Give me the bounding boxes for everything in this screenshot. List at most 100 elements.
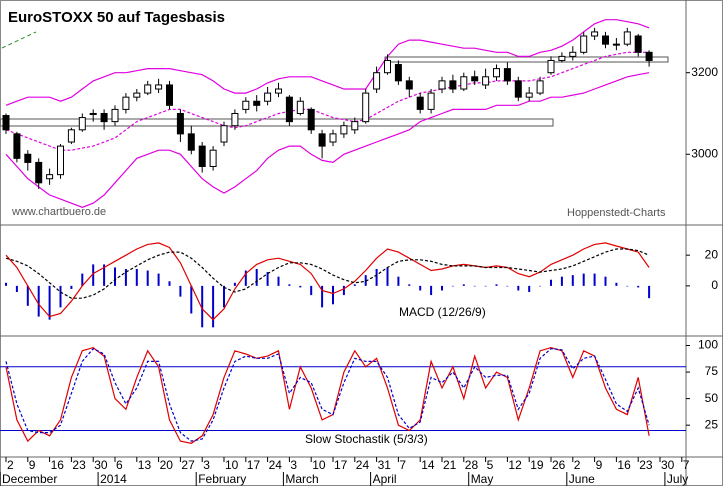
histogram-bar: [146, 270, 149, 286]
x-tick-label: 6: [116, 458, 123, 472]
histogram-bar: [495, 284, 498, 286]
candle-body: [46, 174, 54, 180]
histogram-bar: [637, 285, 640, 288]
histogram-bar: [266, 272, 269, 286]
x-tick-label: 2: [7, 458, 14, 472]
macd-line: [5, 248, 650, 299]
candle-body: [209, 149, 217, 167]
x-tick-label: 21: [443, 458, 457, 472]
candle-body: [427, 92, 435, 110]
candle-body: [89, 112, 97, 115]
histogram-bar: [124, 268, 127, 286]
candle-body: [351, 121, 359, 131]
x-tick-label: 27: [181, 458, 195, 472]
x-tick-label: 24: [269, 458, 283, 472]
y-tick-label: 20: [705, 247, 719, 261]
histogram-bar: [604, 276, 607, 286]
candle-body: [405, 80, 413, 90]
x-tick-label: 14: [421, 458, 435, 472]
x-tick-label: 17: [334, 458, 348, 472]
candle-body: [307, 108, 315, 131]
x-tick-label: 10: [312, 458, 326, 472]
histogram-bar: [81, 273, 84, 286]
candle-body: [78, 117, 86, 131]
x-tick-label: 26: [552, 458, 566, 472]
histogram-bar: [484, 285, 487, 287]
y-tick-label: 75: [705, 364, 719, 378]
x-tick-label: 16: [617, 458, 631, 472]
chart-title: EuroSTOXX 50 auf Tagesbasis: [8, 9, 225, 26]
x-tick-label: 9: [29, 458, 36, 472]
histogram-bar: [70, 285, 73, 289]
x-tick-label: 16: [51, 458, 65, 472]
month-label: December: [2, 472, 57, 486]
candle-body: [634, 35, 642, 53]
x-tick-label: 7: [683, 458, 690, 472]
month-label: May: [471, 472, 494, 486]
histogram-bar: [190, 285, 193, 314]
histogram-bar: [353, 284, 356, 286]
candle-body: [416, 96, 424, 110]
candle-body: [57, 145, 64, 176]
histogram-bar: [408, 284, 411, 286]
histogram-bar: [15, 285, 18, 293]
x-tick-label: 17: [247, 458, 261, 472]
candle-body: [329, 133, 337, 143]
candle-body: [547, 59, 555, 74]
x-tick-label: 12: [508, 458, 522, 472]
candle-body: [536, 80, 544, 94]
y-tick-label: 25: [705, 417, 719, 431]
candle-body: [264, 92, 272, 102]
candle-body: [231, 112, 239, 127]
month-label: July: [667, 472, 688, 486]
candle-body: [253, 100, 261, 106]
x-tick-label: 23: [639, 458, 653, 472]
histogram-bar: [244, 270, 247, 286]
candle-body: [460, 76, 468, 90]
candle-body: [384, 59, 391, 74]
y-tick-label: 100: [698, 338, 718, 352]
candle-body: [166, 84, 173, 106]
candle-body: [318, 133, 326, 147]
trend-line: [1, 31, 37, 49]
candle-body: [111, 108, 119, 123]
histogram-bar: [103, 264, 106, 286]
resistance-zone: [384, 56, 669, 63]
histogram-bar: [560, 276, 563, 286]
histogram-bar: [157, 273, 160, 286]
candle-body: [449, 80, 457, 90]
histogram-bar: [168, 281, 171, 286]
histogram-bar: [582, 273, 585, 286]
histogram-bar: [451, 285, 454, 287]
candle-body: [2, 115, 10, 131]
candle-body: [602, 35, 609, 45]
histogram-bar: [59, 285, 62, 308]
moving-average: [5, 51, 650, 151]
histogram-bar: [528, 285, 531, 293]
candle-body: [67, 129, 75, 143]
histogram-bar: [212, 285, 215, 328]
stochastic-line: [5, 346, 650, 444]
month-label: April: [373, 472, 397, 486]
candle-body: [471, 76, 479, 82]
histogram-bar: [375, 268, 378, 286]
candle-body: [623, 31, 631, 45]
x-tick-label: 30: [94, 458, 108, 472]
candle-body: [394, 64, 402, 82]
macd-line: [5, 242, 650, 321]
x-tick-label: 30: [661, 458, 675, 472]
candle-body: [275, 88, 282, 94]
candle-body: [482, 76, 490, 86]
x-tick-label: 28: [465, 458, 479, 472]
histogram-bar: [441, 285, 443, 291]
histogram-bar: [550, 279, 552, 286]
histogram-bar: [310, 285, 313, 296]
source: www.chartbuero.de: [11, 206, 106, 218]
histogram-bar: [517, 285, 520, 291]
candle-body: [35, 161, 43, 184]
histogram-bar: [571, 275, 574, 286]
panel-label: MACD (12/26/9): [399, 305, 486, 319]
candle-body: [438, 80, 446, 90]
histogram-bar: [223, 285, 225, 308]
